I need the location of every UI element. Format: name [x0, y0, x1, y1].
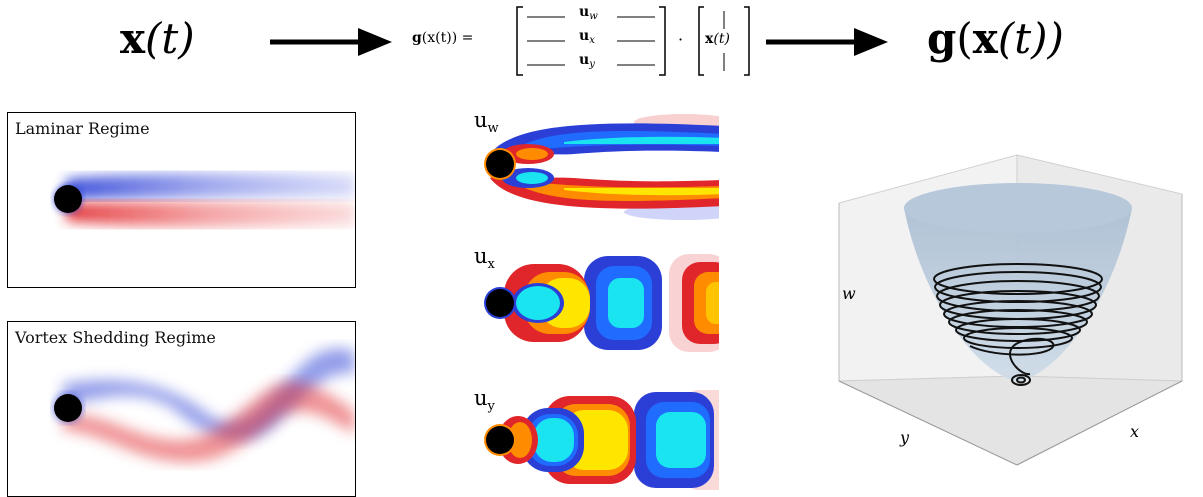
vortex-wake-plot — [53, 348, 355, 463]
output-expression: g(x(t)) — [927, 14, 1064, 63]
laminar-panel: Laminar Regime — [7, 112, 356, 288]
axis-label-x: x — [1130, 422, 1140, 441]
eq-g: g — [412, 30, 422, 46]
mode-matrix: uw ux uy — [515, 4, 667, 77]
paraboloid-rim — [904, 183, 1132, 233]
mode-uw-plot — [484, 114, 719, 220]
matrix-row-x: ux — [579, 28, 595, 46]
mode-label-ux: ux — [474, 244, 495, 273]
output-x: x — [972, 14, 998, 63]
laminar-label: Laminar Regime — [15, 119, 150, 138]
mode-label-uy: uy — [474, 386, 495, 415]
vector-brackets — [698, 6, 750, 76]
input-arg: (t) — [145, 14, 195, 63]
axis-label-y: y — [900, 428, 910, 447]
vortex-shedding-label: Vortex Shedding Regime — [15, 328, 216, 347]
input-expression: x(t) — [120, 14, 195, 63]
mode-ux-plot — [484, 254, 719, 352]
axis-label-w: w — [842, 284, 856, 303]
dot-operator: · — [678, 30, 684, 49]
eq-lhs-arg: (x(t)) = — [421, 30, 474, 46]
laminar-wake-plot — [53, 173, 355, 227]
input-x-bold: x — [120, 14, 146, 63]
transform-equation: g(x(t)) = — [412, 30, 473, 46]
trajectory-spiral — [933, 263, 1103, 386]
arrow-right-icon — [766, 28, 888, 56]
arrow-left-icon — [270, 28, 392, 56]
embedding-3d-svg — [838, 154, 1183, 466]
vector-entry: x(t) — [705, 31, 730, 47]
matrix-row-w: uw — [579, 4, 598, 22]
mode-uy-plot — [484, 390, 719, 490]
vortex-shedding-panel: Vortex Shedding Regime — [7, 321, 356, 497]
mode-label-uw: uw — [474, 108, 499, 137]
state-vector: x(t) — [697, 5, 751, 77]
output-g: g — [927, 14, 957, 63]
matrix-brackets — [516, 6, 666, 76]
matrix-row-y: uy — [579, 52, 595, 70]
embedding-3d-plot: w y x — [820, 150, 1202, 480]
